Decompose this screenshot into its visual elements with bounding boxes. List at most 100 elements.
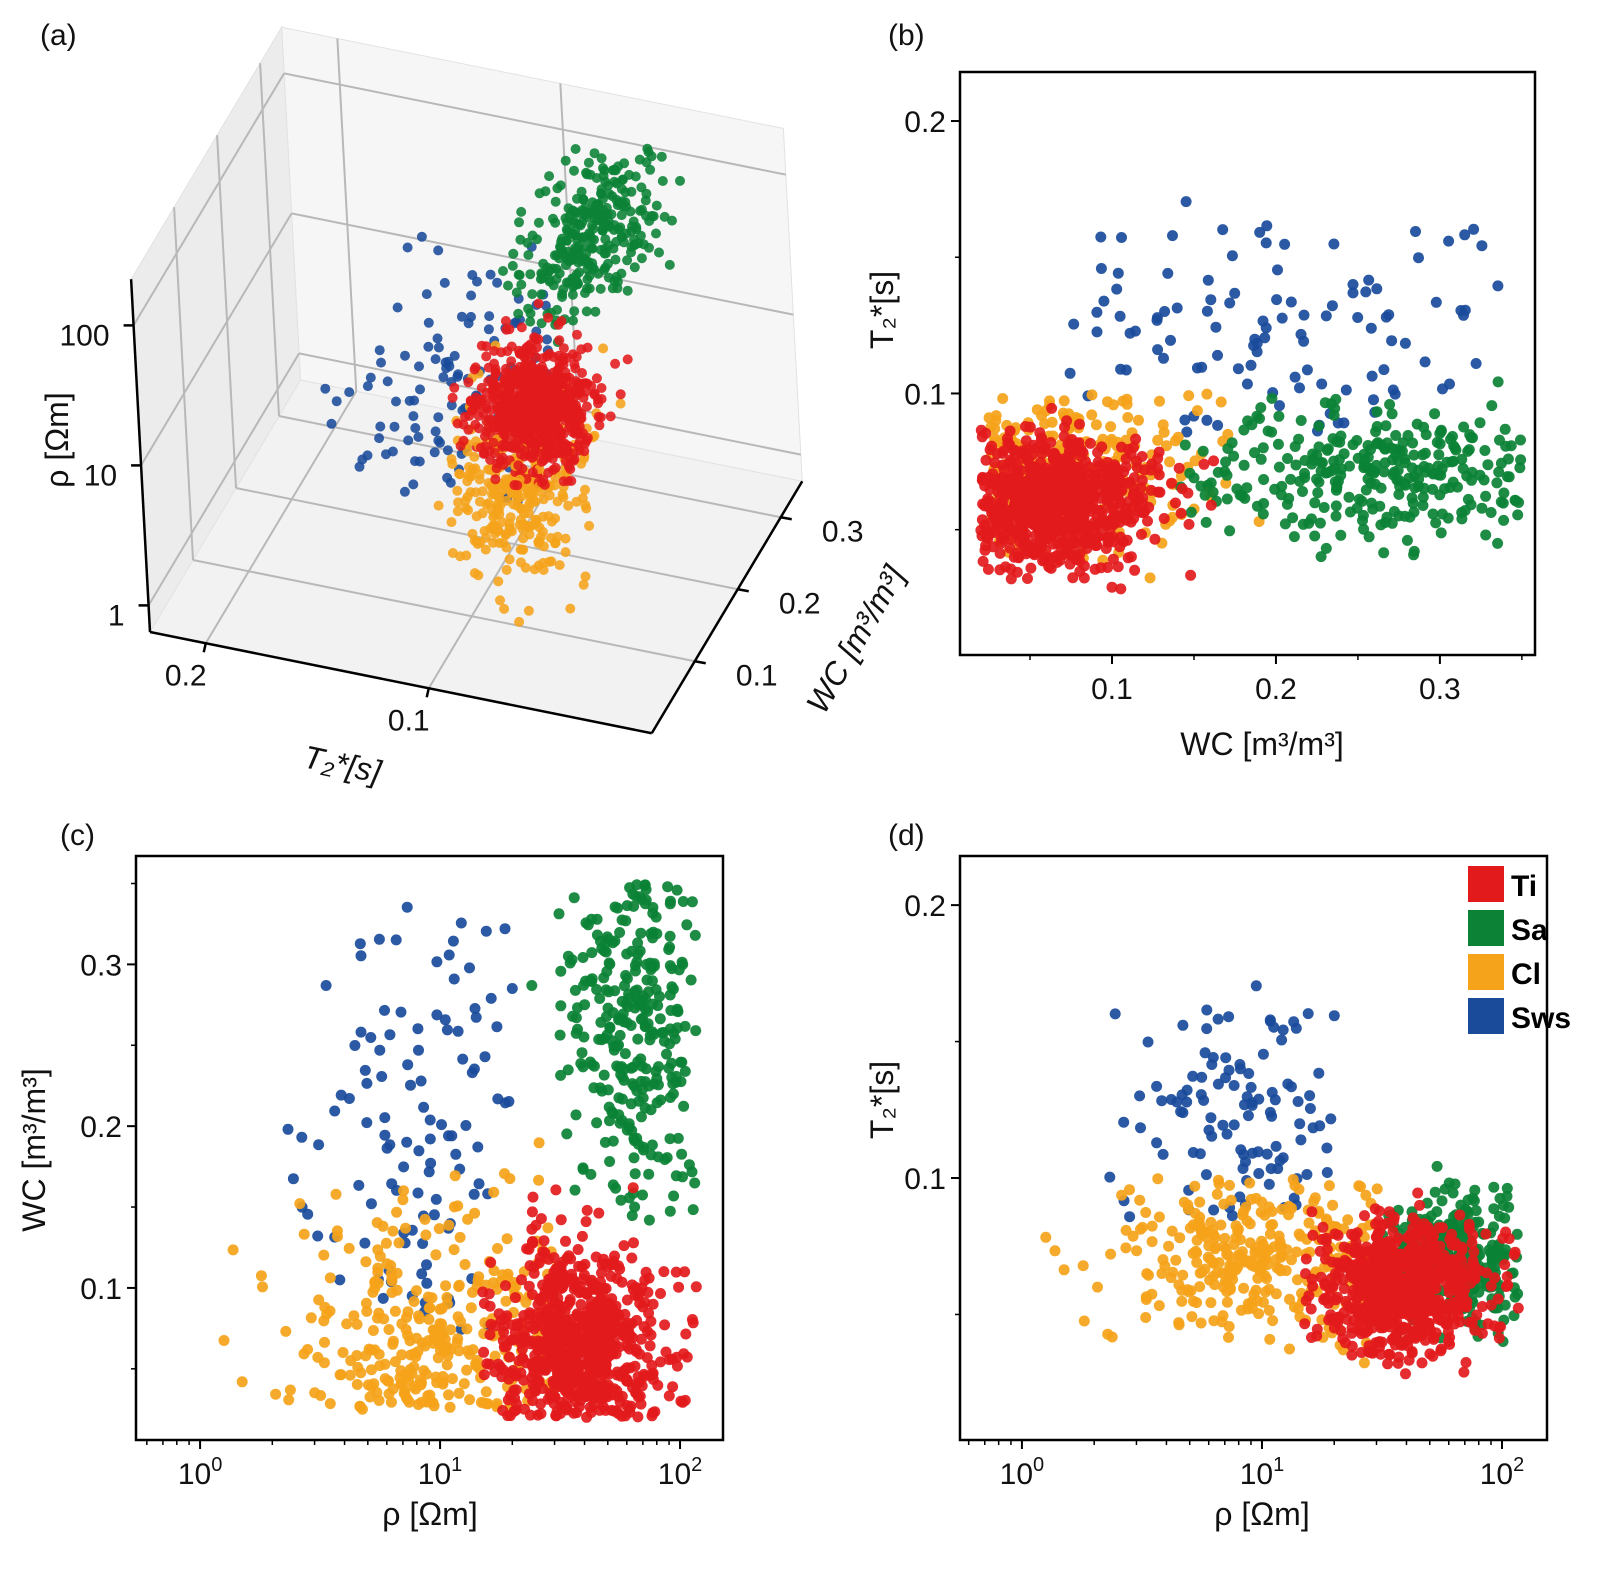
- point-cl: [354, 1400, 366, 1412]
- point-sa: [640, 1063, 652, 1075]
- point-sa: [1335, 463, 1347, 475]
- point-cl: [378, 1313, 390, 1325]
- point-ti: [590, 1251, 602, 1263]
- point-sa: [549, 250, 560, 261]
- point-sa: [670, 1070, 682, 1082]
- point-cl: [499, 603, 510, 614]
- point-cl: [398, 1185, 409, 1197]
- point-ti: [477, 1286, 489, 1298]
- point-sws: [443, 949, 455, 961]
- point-cl: [1213, 1178, 1225, 1190]
- point-cl: [1116, 1189, 1128, 1201]
- point-cl: [463, 505, 473, 516]
- point-cl: [563, 500, 574, 511]
- point-cl: [1176, 1295, 1188, 1307]
- point-sa: [619, 980, 630, 992]
- point-cl: [1163, 1240, 1175, 1252]
- point-sws: [1205, 1112, 1217, 1124]
- gridline: [132, 72, 285, 326]
- point-sws: [1194, 1148, 1206, 1160]
- point-cl: [280, 1325, 292, 1337]
- point-sa: [532, 234, 542, 245]
- point-cl: [520, 562, 531, 573]
- point-sa: [646, 1139, 658, 1151]
- point-cl: [294, 1198, 306, 1210]
- point-ti: [569, 420, 580, 431]
- point-sws: [483, 324, 494, 335]
- point-sws: [416, 231, 427, 242]
- point-sws: [1410, 226, 1421, 237]
- point-sws: [1413, 252, 1424, 264]
- point-sa: [623, 1118, 635, 1130]
- point-ti: [552, 1322, 564, 1334]
- point-sa: [604, 1021, 616, 1033]
- point-sws: [1259, 332, 1271, 344]
- point-sa: [1434, 489, 1446, 501]
- point-sws: [412, 1187, 424, 1199]
- point-cl: [334, 1369, 346, 1381]
- point-ti: [480, 400, 491, 411]
- point-sws: [1261, 220, 1273, 232]
- point-sa: [575, 1058, 587, 1069]
- point-ti: [504, 1410, 516, 1422]
- point-sa: [1241, 482, 1253, 494]
- tick-base: 10: [418, 1458, 451, 1491]
- point-sws: [1245, 359, 1257, 371]
- point-sws: [1124, 327, 1136, 339]
- point-sa: [645, 164, 656, 175]
- point-sa: [577, 217, 588, 228]
- wc-tick-label: 0.3: [822, 515, 864, 548]
- point-sws: [408, 479, 419, 490]
- point-sws: [455, 917, 467, 929]
- point-ti: [580, 1216, 592, 1228]
- point-ti: [481, 351, 492, 362]
- point-cl: [1205, 1297, 1217, 1309]
- point-sa: [668, 1027, 680, 1039]
- point-cl: [1092, 1281, 1103, 1293]
- point-cl: [1156, 1268, 1168, 1279]
- point-cl: [1120, 1224, 1132, 1236]
- point-ti: [659, 1319, 671, 1331]
- point-cl: [1308, 1195, 1320, 1207]
- point-sws: [1254, 226, 1266, 238]
- point-ti: [1106, 581, 1118, 593]
- point-cl: [430, 1249, 442, 1261]
- point-sws: [423, 317, 434, 328]
- point-sws: [1444, 378, 1455, 390]
- point-ti: [1092, 446, 1104, 458]
- gridline: [173, 207, 194, 561]
- point-sa: [588, 1060, 600, 1072]
- point-cl: [389, 1356, 401, 1368]
- point-sa: [626, 1210, 638, 1222]
- point-sa: [1390, 430, 1402, 441]
- point-ti: [1049, 497, 1061, 509]
- point-sa: [1418, 421, 1430, 433]
- point-sws: [1116, 232, 1127, 243]
- point-ti: [976, 514, 988, 526]
- point-sa: [568, 281, 578, 292]
- point-ti: [1166, 477, 1177, 489]
- point-ti: [673, 1281, 685, 1293]
- point-ti: [571, 400, 581, 411]
- point-cl: [471, 511, 482, 522]
- point-sws: [414, 456, 425, 467]
- point-cl: [1140, 1294, 1152, 1305]
- point-ti: [543, 1253, 555, 1265]
- point-sa: [1220, 456, 1232, 468]
- point-sws: [1321, 1167, 1333, 1178]
- point-cl: [1120, 1242, 1132, 1254]
- point-ti: [1074, 555, 1086, 567]
- point-ti: [1004, 425, 1016, 437]
- point-cl: [1216, 1316, 1228, 1328]
- point-ti: [498, 1313, 510, 1325]
- point-ti: [1004, 542, 1016, 554]
- point-ti: [561, 1402, 573, 1414]
- point-cl: [389, 1305, 401, 1317]
- point-cl: [1263, 1283, 1275, 1295]
- point-sa: [1327, 433, 1339, 445]
- point-sa: [1293, 433, 1305, 445]
- point-ti: [1003, 457, 1015, 469]
- point-sa: [1362, 440, 1374, 451]
- point-sa: [564, 957, 576, 969]
- point-sws: [1151, 314, 1163, 326]
